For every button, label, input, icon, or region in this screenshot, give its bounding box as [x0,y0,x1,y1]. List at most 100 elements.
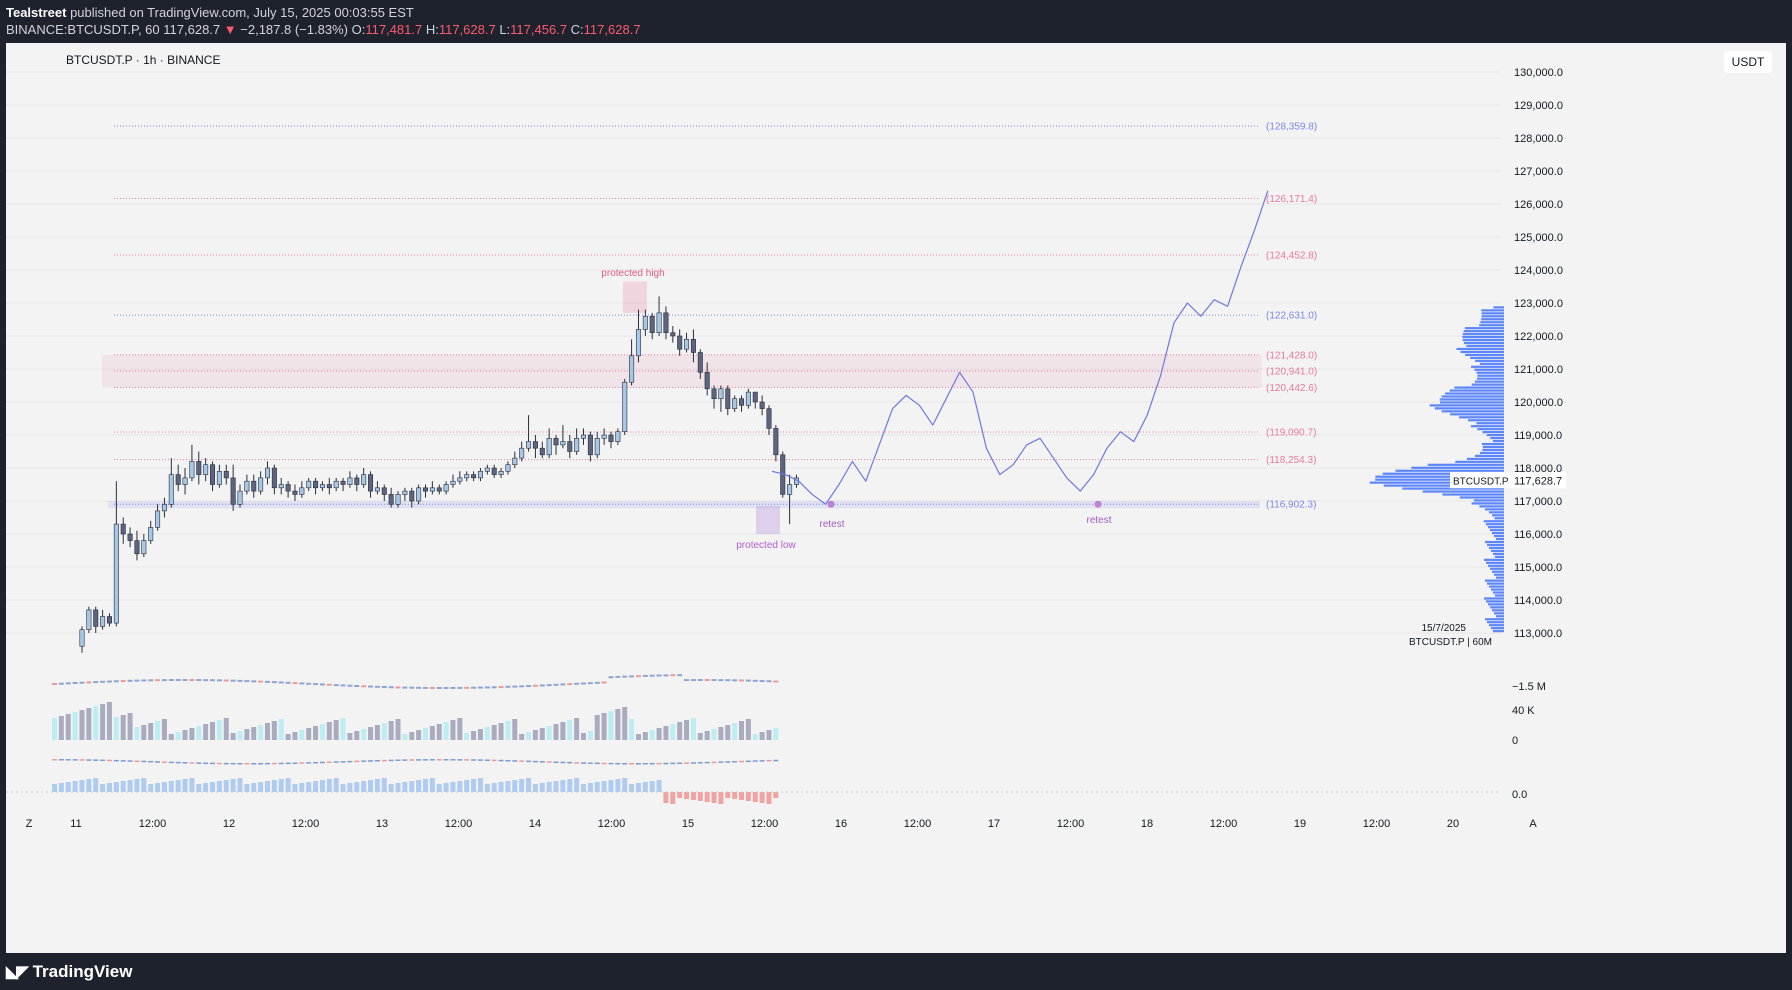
delta-line [210,762,216,765]
candle [732,398,738,409]
oi-bar [553,781,559,792]
cvd-bar [732,679,738,682]
oi-bar [155,783,161,792]
cvd-bar [457,686,463,689]
volume-bar [580,733,586,740]
volume-bar [484,727,490,740]
chart-pane[interactable]: (128,359.8) (126,171.4) (124,452.8) (122,63… [6,43,1786,953]
candle [395,494,401,505]
time-tick-label: 12:00 [139,818,167,830]
oi-bar [106,783,112,792]
candle [429,487,435,492]
cvd-bar [244,680,250,683]
candle [704,371,710,390]
cvd-bar [567,683,573,686]
price-change: −2,187.8 (−1.83%) [240,22,348,37]
cvd-bar [505,685,511,688]
volume-bar [656,728,662,740]
volume-bar [148,723,154,740]
time-tick-label: 14 [529,818,541,830]
candle [374,487,380,492]
open-label: O: [351,22,366,37]
volume-profile-bar [1485,540,1504,544]
volume-bar [251,727,257,740]
oi-bar [539,783,545,792]
candle [690,338,696,353]
oi-bar [175,780,181,792]
delta-line [306,762,312,764]
oi-bar [491,783,497,792]
volume-profile-bar [1434,407,1504,410]
delta-line [374,760,380,762]
candle [697,352,703,373]
volume-profile-bar [1490,606,1504,609]
cvd-bar [622,675,628,678]
volume-bar [532,730,538,740]
volume-profile-bar [1495,555,1504,558]
time-tick-label: 13 [376,818,388,830]
volume-profile-bar [1439,398,1504,401]
candle [443,484,449,492]
price-chart[interactable]: (128,359.8) (126,171.4) (124,452.8) (122,63… [6,43,1786,953]
volume-bar [711,729,717,740]
cvd-bar [450,686,456,689]
vp-date-label: 15/7/2025 [1422,623,1467,634]
volume-profile-bar [1450,413,1504,416]
candle [663,312,669,333]
protected-high-zone [623,281,647,313]
candle [161,503,167,512]
volume-profile-bar [1466,344,1504,348]
volume-bar [560,722,566,740]
candle [306,480,312,489]
delta-line [539,761,545,763]
open-value: 117,481.7 [365,22,423,37]
volume-bar [354,731,360,740]
volume-bar [745,719,751,740]
ohlc-line: BINANCE:BTCUSDT.P, 60 117,628.7 ▼ −2,187… [6,22,641,37]
cvd-bar [264,680,270,683]
candle [182,477,188,485]
oi-bar [752,792,758,802]
author-name[interactable]: Tealstreet [6,5,67,20]
cvd-bar [52,683,57,685]
oi-bar [86,779,92,792]
volume-profile-bar [1488,603,1504,606]
publish-date: published on TradingView.com, July 15, 2… [66,5,414,20]
candle [546,437,552,456]
volume-bar [86,708,92,740]
cvd-bar [464,686,470,689]
volume-profile-bar [1440,401,1504,404]
volume-profile-bar [1474,368,1504,371]
candle [539,447,545,456]
candle [484,467,490,472]
candle [656,312,662,333]
delta-line [368,760,374,762]
volume-profile-bar [1383,484,1504,487]
volume-profile-bar [1492,570,1504,573]
volume-profile-bar [1495,537,1504,541]
oi-bar [52,784,57,792]
cvd-bar [155,679,161,682]
volume-bar [409,732,415,740]
volume-bar [230,733,236,740]
oi-bar [684,792,690,799]
delta-line [409,759,415,761]
cvd-bar [402,686,408,689]
delta-line [649,762,655,765]
high-label: H: [425,22,439,37]
volume-bar [203,724,209,740]
cvd-bar [230,679,236,682]
volume-bar [258,725,264,740]
delta-line [354,760,360,763]
volume-bar [505,721,511,740]
oi-bar [313,781,319,792]
currency-unit-button[interactable]: USDT [1724,51,1772,73]
delta-line [58,759,64,761]
oi-bar [196,784,202,792]
cvd-bar [512,685,518,688]
oi-bar [629,784,635,792]
volume-bar [141,725,147,740]
time-tick-label: 11 [70,818,81,830]
volume-bar [216,720,222,740]
tradingview-logo[interactable]: ◣◤ TradingView [6,962,132,982]
